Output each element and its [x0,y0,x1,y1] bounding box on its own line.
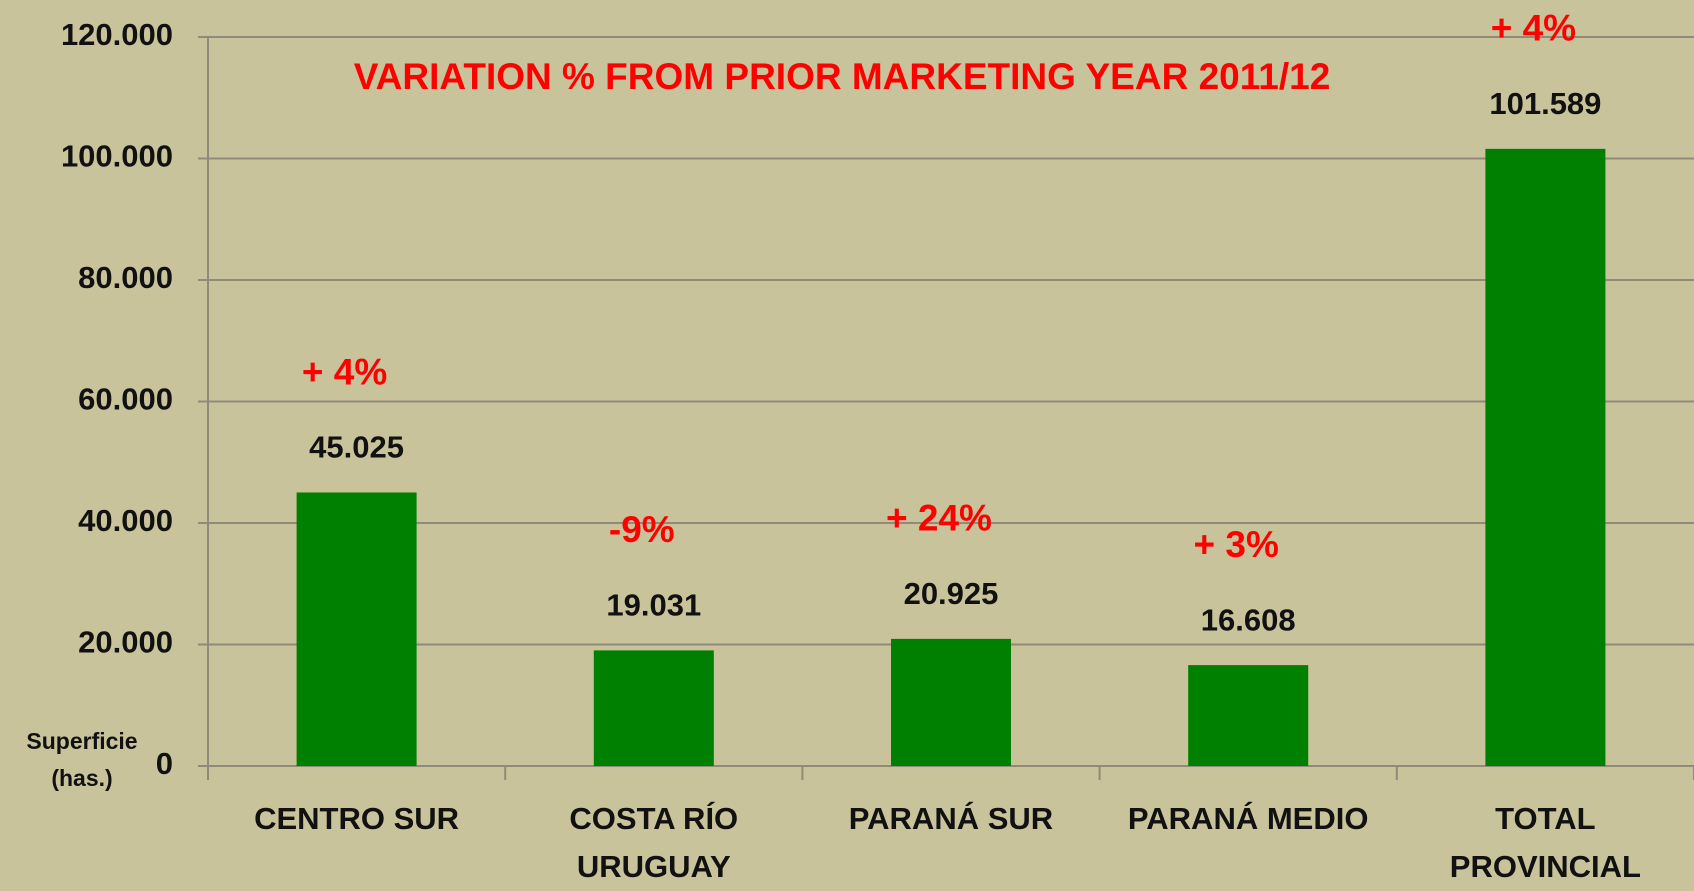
value-label: 45.025 [309,430,404,465]
annotation: + 24% [886,498,992,539]
bar [1188,665,1309,766]
value-label: 16.608 [1201,602,1296,637]
x-tick-label: CENTRO SUR [254,801,460,836]
x-tick-label: TOTAL PROVINCIAL [1449,801,1641,884]
annotation: -9% [609,509,675,550]
y-tick-label: 80.000 [78,260,173,295]
y-axis-label: (has.) [51,765,112,791]
chart-title: VARIATION % FROM PRIOR MARKETING YEAR 20… [354,56,1331,97]
y-axis-label: Superficie [26,728,137,754]
y-tick-label: 20.000 [78,625,173,660]
value-label: 19.031 [606,588,701,623]
annotation: + 4% [1491,8,1576,49]
x-tick-label: PARANÁ SUR [848,801,1054,836]
x-tick-label: PARANÁ MEDIO [1127,801,1369,836]
value-label: 20.925 [904,576,999,611]
bar [296,492,417,766]
y-tick-label: 0 [156,746,173,781]
y-tick-label: 40.000 [78,503,173,538]
y-tick-label: 120.000 [61,17,173,52]
y-tick-label: 100.000 [61,139,173,174]
bar [1485,148,1606,767]
x-tick-label: COSTA RÍO URUGUAY [569,801,739,884]
bar [593,650,714,766]
value-label: 101.589 [1489,86,1601,121]
annotation: + 4% [302,351,387,392]
annotation: + 3% [1194,524,1279,565]
y-tick-label: 60.000 [78,382,173,417]
bar [891,638,1011,766]
